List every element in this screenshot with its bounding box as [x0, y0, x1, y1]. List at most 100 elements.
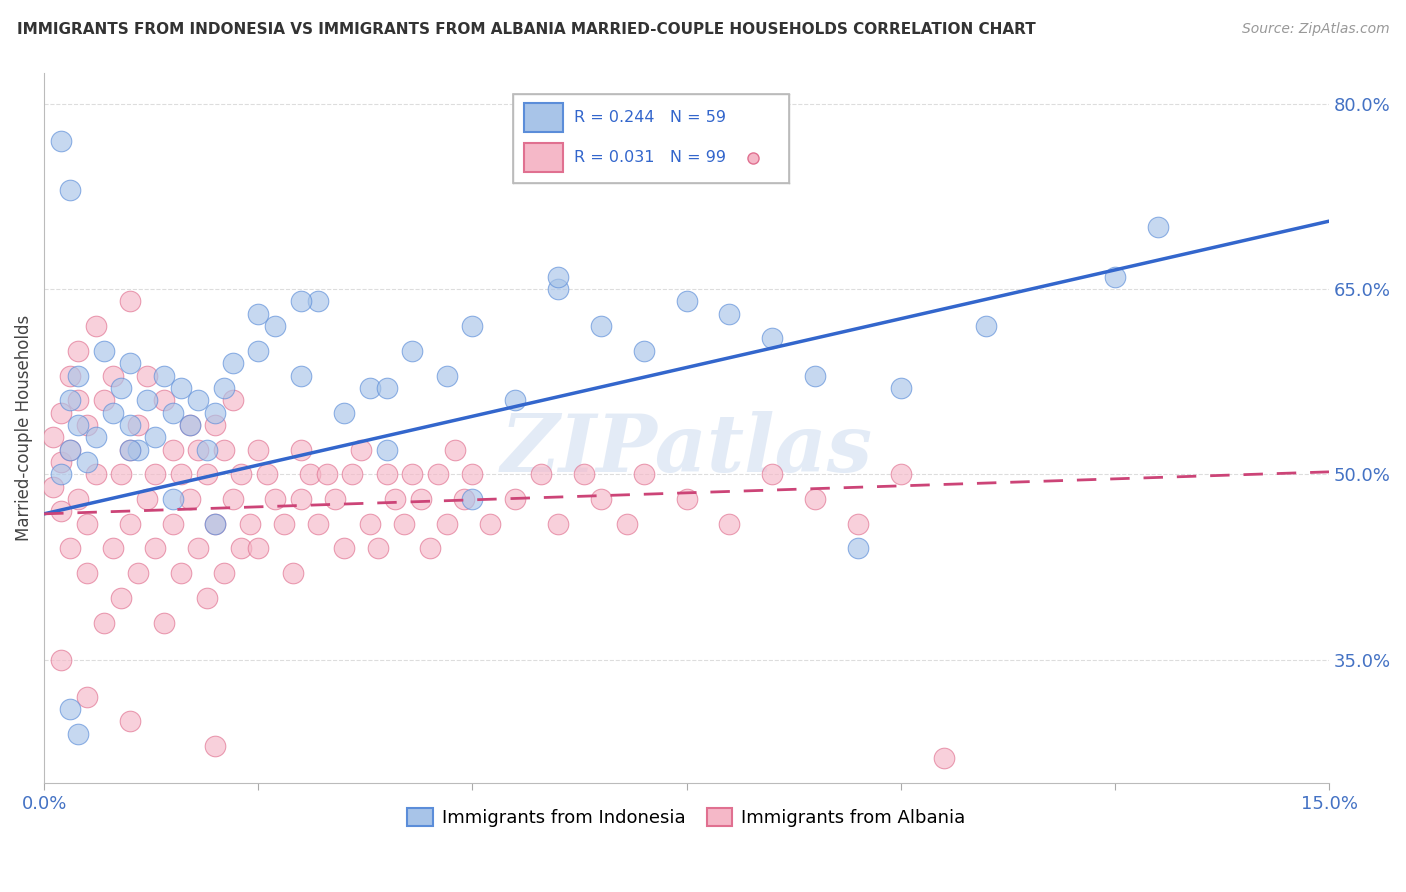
Point — [162, 406, 184, 420]
Point — [59, 393, 82, 408]
Point — [84, 467, 107, 482]
Point — [589, 491, 612, 506]
Point — [503, 393, 526, 408]
Point — [187, 442, 209, 457]
Point — [427, 467, 450, 482]
Point — [367, 541, 389, 556]
Point — [761, 467, 783, 482]
Point — [478, 516, 501, 531]
Point — [59, 442, 82, 457]
Point — [221, 393, 243, 408]
Point — [118, 442, 141, 457]
Point — [804, 368, 827, 383]
Point — [503, 491, 526, 506]
Point — [101, 406, 124, 420]
Point — [195, 467, 218, 482]
Point — [436, 368, 458, 383]
Point — [179, 417, 201, 432]
Point — [195, 591, 218, 605]
Point — [110, 381, 132, 395]
Point — [204, 739, 226, 753]
Point — [76, 516, 98, 531]
Point — [59, 183, 82, 197]
Point — [675, 294, 697, 309]
Point — [41, 480, 63, 494]
Point — [247, 343, 270, 358]
Point — [153, 368, 176, 383]
Point — [76, 566, 98, 581]
Point — [307, 516, 329, 531]
Point — [315, 467, 337, 482]
Point — [212, 566, 235, 581]
Text: ZIPatlas: ZIPatlas — [501, 410, 873, 488]
Point — [204, 516, 226, 531]
Point — [231, 467, 253, 482]
Point — [204, 516, 226, 531]
Point — [290, 294, 312, 309]
Point — [264, 491, 287, 506]
Point — [264, 319, 287, 334]
Point — [127, 417, 149, 432]
Point — [761, 331, 783, 345]
Point — [976, 319, 998, 334]
Point — [162, 442, 184, 457]
Point — [59, 442, 82, 457]
Point — [51, 504, 73, 518]
Point — [145, 467, 167, 482]
Point — [41, 430, 63, 444]
Point — [375, 442, 398, 457]
Point — [59, 541, 82, 556]
Point — [153, 393, 176, 408]
Point — [461, 319, 484, 334]
Point — [932, 751, 955, 765]
Point — [135, 491, 157, 506]
Point — [444, 442, 467, 457]
Point — [51, 467, 73, 482]
Point — [675, 491, 697, 506]
Point — [84, 319, 107, 334]
Point — [93, 615, 115, 630]
Text: Source: ZipAtlas.com: Source: ZipAtlas.com — [1241, 22, 1389, 37]
Point — [307, 294, 329, 309]
Point — [118, 516, 141, 531]
Point — [273, 516, 295, 531]
Point — [118, 294, 141, 309]
Point — [76, 417, 98, 432]
Point — [547, 282, 569, 296]
Point — [118, 356, 141, 370]
Point — [633, 467, 655, 482]
Point — [547, 516, 569, 531]
Point — [616, 516, 638, 531]
Point — [633, 343, 655, 358]
Point — [247, 541, 270, 556]
Point — [118, 714, 141, 729]
Point — [51, 134, 73, 148]
Point — [51, 406, 73, 420]
Point — [1146, 220, 1168, 235]
Point — [247, 307, 270, 321]
Point — [325, 491, 347, 506]
Point — [333, 406, 356, 420]
Point — [350, 442, 373, 457]
Point — [718, 516, 741, 531]
Point — [461, 491, 484, 506]
Point — [212, 381, 235, 395]
Point — [187, 393, 209, 408]
Point — [127, 442, 149, 457]
Point — [589, 319, 612, 334]
Point — [409, 491, 432, 506]
Point — [67, 343, 90, 358]
Point — [110, 467, 132, 482]
Point — [162, 516, 184, 531]
Point — [359, 381, 381, 395]
Point — [67, 726, 90, 740]
Point — [67, 368, 90, 383]
Point — [239, 516, 262, 531]
Point — [256, 467, 278, 482]
Point — [135, 393, 157, 408]
Point — [59, 702, 82, 716]
Point — [804, 491, 827, 506]
Point — [84, 430, 107, 444]
Point — [384, 491, 406, 506]
Point — [127, 566, 149, 581]
